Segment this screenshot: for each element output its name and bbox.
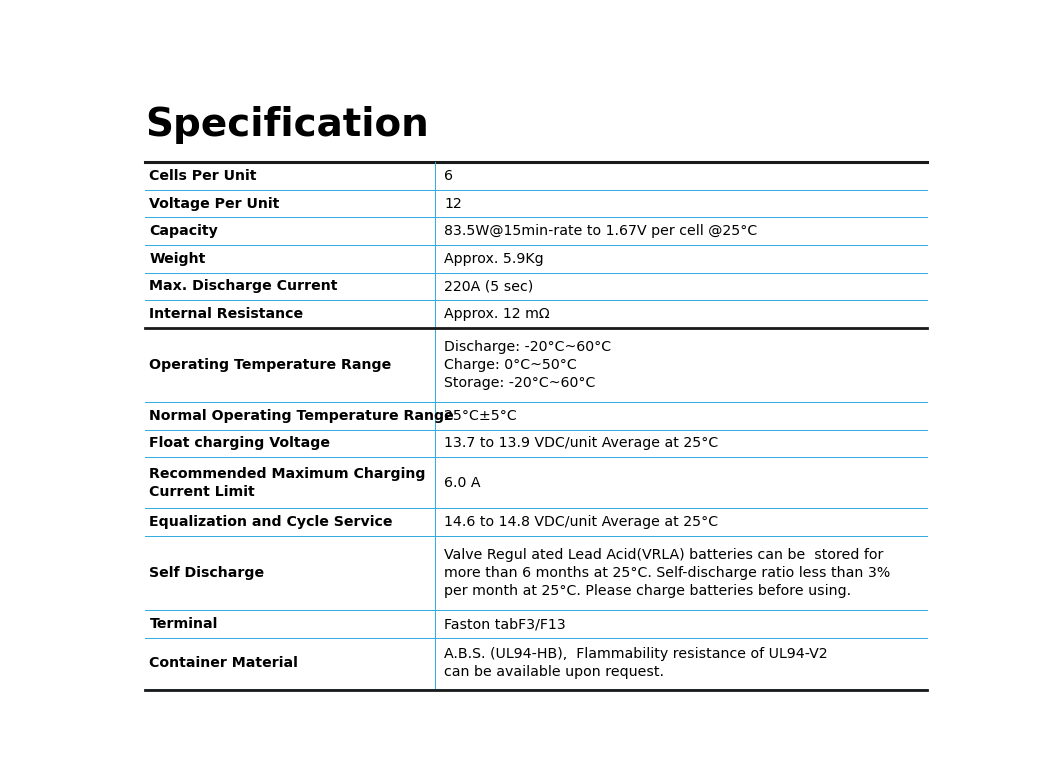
Text: 6: 6 (445, 169, 454, 183)
Text: Container Material: Container Material (150, 656, 298, 670)
Text: Weight: Weight (150, 252, 206, 266)
Text: Max. Discharge Current: Max. Discharge Current (150, 280, 338, 293)
Text: Self Discharge: Self Discharge (150, 566, 265, 580)
Text: Approx. 5.9Kg: Approx. 5.9Kg (445, 252, 544, 266)
Text: 13.7 to 13.9 VDC/unit Average at 25°C: 13.7 to 13.9 VDC/unit Average at 25°C (445, 436, 719, 451)
Text: Faston tabF3/F13: Faston tabF3/F13 (445, 617, 566, 631)
Text: Terminal: Terminal (150, 617, 218, 631)
Text: 83.5W@15min-rate to 1.67V per cell @25°C: 83.5W@15min-rate to 1.67V per cell @25°C (445, 224, 757, 238)
Text: Capacity: Capacity (150, 224, 219, 238)
Text: Discharge: -20°C~60°C
Charge: 0°C~50°C
Storage: -20°C~60°C: Discharge: -20°C~60°C Charge: 0°C~50°C S… (445, 340, 612, 390)
Text: Operating Temperature Range: Operating Temperature Range (150, 358, 391, 372)
Text: Specification: Specification (145, 106, 429, 144)
Text: Recommended Maximum Charging
Current Limit: Recommended Maximum Charging Current Lim… (150, 467, 426, 499)
Text: Equalization and Cycle Service: Equalization and Cycle Service (150, 515, 393, 529)
Text: Cells Per Unit: Cells Per Unit (150, 169, 257, 183)
Text: Approx. 12 mΩ: Approx. 12 mΩ (445, 307, 550, 321)
Text: 220A (5 sec): 220A (5 sec) (445, 280, 533, 293)
Text: A.B.S. (UL94-HB),  Flammability resistance of UL94-V2
can be available upon requ: A.B.S. (UL94-HB), Flammability resistanc… (445, 647, 828, 679)
Text: Float charging Voltage: Float charging Voltage (150, 436, 331, 451)
Text: Voltage Per Unit: Voltage Per Unit (150, 196, 279, 211)
Text: 14.6 to 14.8 VDC/unit Average at 25°C: 14.6 to 14.8 VDC/unit Average at 25°C (445, 515, 719, 529)
Text: 6.0 A: 6.0 A (445, 476, 481, 490)
Text: Internal Resistance: Internal Resistance (150, 307, 303, 321)
Text: 12: 12 (445, 196, 462, 211)
Text: 25°C±5°C: 25°C±5°C (445, 409, 517, 423)
Text: Normal Operating Temperature Range: Normal Operating Temperature Range (150, 409, 454, 423)
Text: Valve Regul ated Lead Acid(VRLA) batteries can be  stored for
more than 6 months: Valve Regul ated Lead Acid(VRLA) batteri… (445, 548, 891, 598)
